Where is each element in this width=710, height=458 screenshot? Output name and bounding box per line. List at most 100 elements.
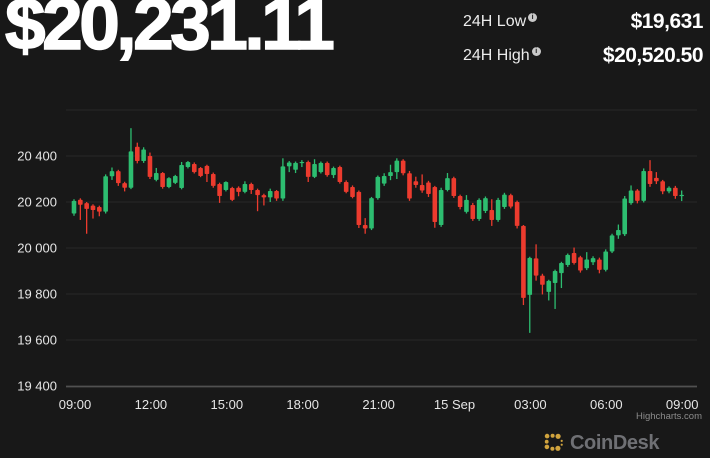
candle-up — [318, 162, 324, 173]
stats-panel: 24H Low i $19,631 24H High i $20,520.50 — [463, 9, 704, 77]
x-axis-label: 03:00 — [514, 397, 547, 412]
candle-up — [381, 176, 387, 184]
candle-down — [198, 167, 203, 177]
24h-low-label: 24H Low i — [463, 12, 538, 31]
candle-down — [236, 187, 241, 192]
coindesk-logo[interactable]: CoinDesk — [544, 431, 659, 456]
candle-up — [267, 190, 273, 198]
candle-up — [464, 199, 469, 212]
candle-down — [514, 202, 520, 226]
x-axis-label: 06:00 — [590, 397, 623, 412]
candle-down — [261, 195, 267, 198]
candle-up — [141, 149, 146, 162]
candle-down — [255, 190, 260, 196]
candle-up — [369, 198, 374, 229]
candle-up — [179, 164, 184, 188]
candle-down — [571, 253, 577, 263]
coindesk-logo-icon — [544, 433, 563, 451]
candle-down — [419, 184, 425, 191]
candle-down — [673, 187, 678, 197]
candle-down — [350, 187, 355, 197]
candle-down — [78, 199, 83, 205]
candle-down — [508, 195, 514, 207]
candle-up — [293, 162, 298, 170]
stat-row-24h-low: 24H Low i $19,631 — [463, 9, 704, 34]
candle-up — [438, 190, 444, 225]
candle-down — [337, 167, 343, 182]
candle-up — [584, 259, 590, 269]
24h-high-value: $20,520.50 — [602, 43, 704, 67]
candle-up — [312, 164, 317, 177]
candle-up — [394, 160, 400, 173]
candle-up — [527, 257, 533, 295]
candle-up — [103, 176, 108, 212]
candle-up — [388, 172, 393, 177]
y-axis-label: 19 600 — [17, 333, 57, 348]
highcharts-credit[interactable]: Highcharts.com — [636, 411, 702, 422]
candle-up — [185, 161, 191, 168]
24h-high-label: 24H High i — [463, 46, 541, 65]
candle-up — [280, 166, 286, 199]
candle-down — [654, 177, 659, 182]
candle-down — [122, 183, 127, 188]
candle-up — [609, 235, 615, 252]
candle-down — [635, 190, 640, 201]
candle-down — [90, 205, 96, 211]
y-axis-label: 20 400 — [17, 149, 57, 164]
x-axis-label: 09:00 — [59, 397, 92, 412]
stat-row-24h-high: 24H High i $20,520.50 — [463, 43, 704, 68]
candle-up — [495, 199, 501, 220]
candle-up — [242, 184, 248, 192]
candle-up — [331, 167, 336, 176]
candle-up — [375, 176, 381, 199]
candle-up — [666, 187, 672, 192]
candle-down — [204, 165, 210, 174]
candle-up — [153, 173, 159, 180]
current-price: $20,231.11 — [4, 0, 335, 66]
candle-up — [552, 271, 558, 283]
candle-down — [470, 204, 476, 220]
x-axis-label: 15 Sep — [434, 397, 475, 412]
y-axis-label: 19 400 — [17, 379, 57, 394]
candle-down — [324, 162, 330, 176]
candle-down — [426, 182, 431, 194]
candle-down — [191, 164, 197, 173]
y-axis-label: 20 200 — [17, 195, 57, 210]
candle-down — [210, 173, 216, 186]
candle-up — [603, 251, 609, 270]
candle-up — [616, 230, 621, 236]
candle-down — [400, 160, 406, 174]
info-icon[interactable]: i — [528, 12, 538, 22]
candle-up — [223, 181, 229, 191]
x-axis-label: 12:00 — [135, 397, 168, 412]
candle-down — [343, 181, 349, 192]
candle-down — [97, 207, 102, 212]
candle-up — [109, 171, 115, 177]
candle-down — [84, 203, 89, 209]
candle-down — [540, 275, 545, 285]
candle-up — [128, 151, 134, 188]
info-icon[interactable]: i — [531, 46, 541, 56]
candle-up — [502, 194, 507, 208]
candle-down — [274, 190, 279, 199]
candle-down — [147, 156, 153, 177]
candle-down — [413, 181, 419, 185]
candle-down — [660, 181, 665, 192]
candle-down — [248, 184, 254, 191]
candle-down — [116, 171, 121, 184]
candle-up — [590, 258, 596, 263]
candle-down — [356, 191, 362, 225]
candle-down — [135, 146, 140, 162]
candle-down — [457, 196, 463, 208]
candle-down — [217, 184, 222, 197]
candle-up — [679, 194, 684, 197]
candle-up — [628, 190, 634, 204]
candle-down — [578, 257, 583, 271]
candle-up — [476, 199, 482, 220]
x-axis-label: 09:00 — [666, 397, 699, 412]
y-axis-label: 20 000 — [17, 241, 57, 256]
candle-down — [489, 210, 495, 220]
candle-up — [286, 162, 292, 167]
